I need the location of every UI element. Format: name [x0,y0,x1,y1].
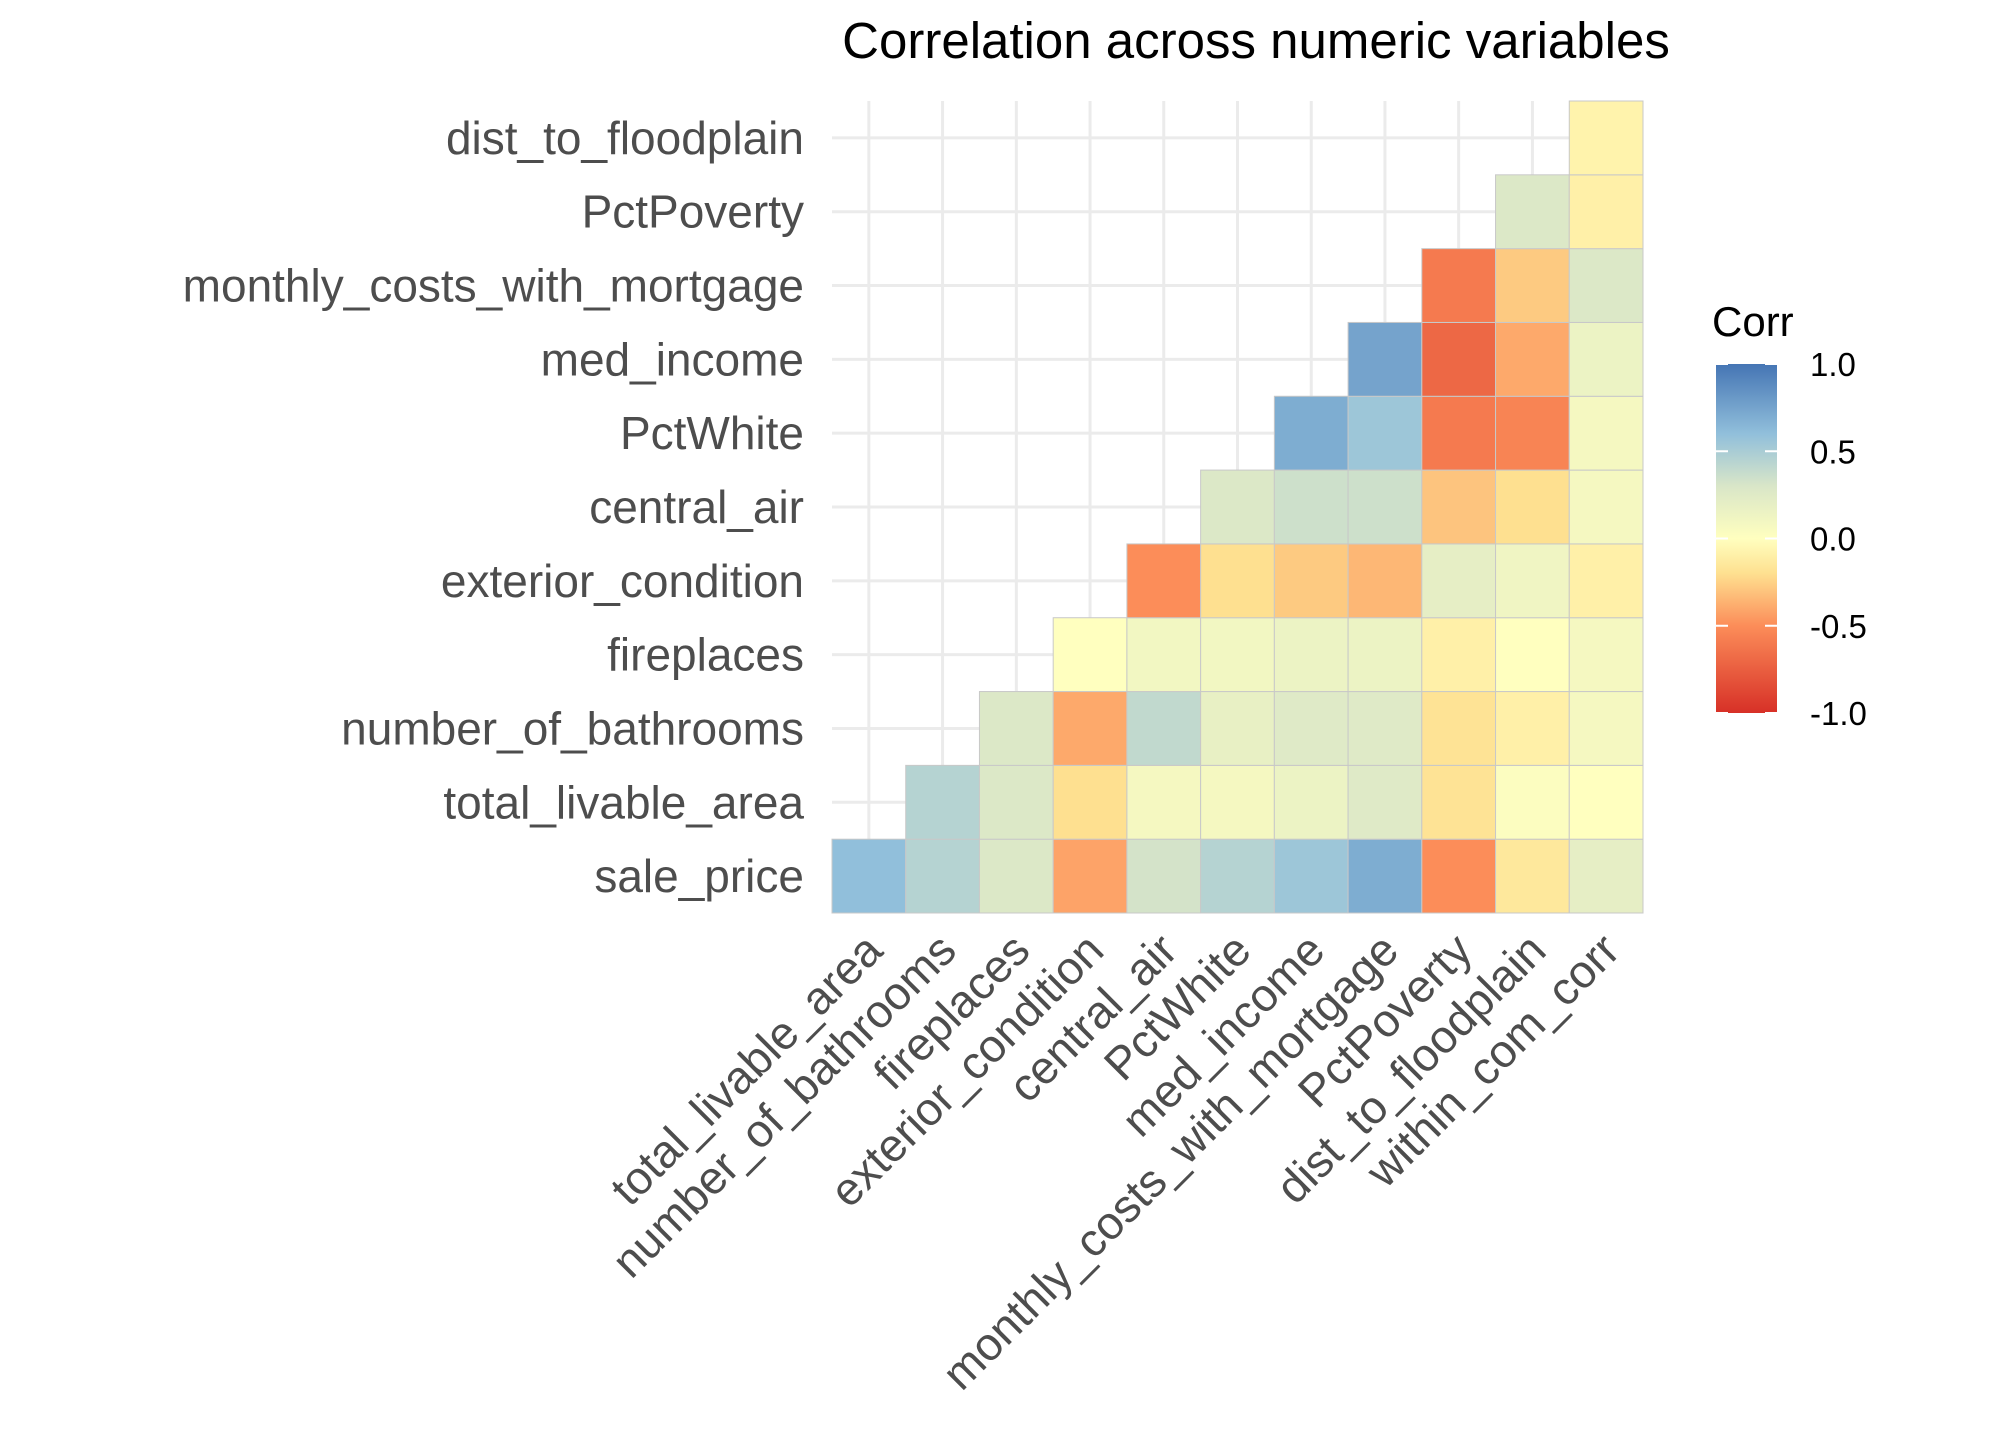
heatmap-cell [1421,691,1497,766]
heatmap-cell [1421,764,1497,840]
heatmap-cell [1347,395,1423,471]
heatmap-cell [1495,469,1570,545]
heatmap-cell [1126,691,1202,766]
heatmap-cell [1495,617,1570,693]
y-tick-label: med_income [541,333,804,385]
heatmap-cell [1421,543,1497,619]
y-tick-label: total_livable_area [443,776,804,828]
heatmap-cell [978,691,1054,766]
y-tick-label: sale_price [594,850,804,902]
y-tick-label: PctPoverty [582,186,804,238]
y-tick-label: exterior_condition [441,555,804,607]
heatmap-cell [1126,543,1202,619]
legend-title: Corr [1712,298,1794,345]
heatmap-cell [1421,838,1497,914]
heatmap-cell [1273,395,1349,471]
legend-tick-label: -1.0 [1810,695,1867,732]
heatmap-cell [1273,838,1349,914]
heatmap-cell [1421,469,1497,545]
heatmap-cell [1421,321,1497,397]
heatmap-cell [1200,543,1275,619]
heatmap-cell [1052,764,1128,840]
heatmap-cell [1495,838,1570,914]
heatmap-cell [1495,321,1570,397]
heatmap-cell [1347,838,1423,914]
heatmap-cell [1568,321,1644,397]
y-tick-label: number_of_bathrooms [341,702,804,754]
heatmap-cell [1568,174,1644,250]
heatmap-cell [1568,764,1644,840]
legend-tick-label: 0.5 [1810,433,1856,470]
legend-ticks: 1.0 0.5 0.0 -0.5 -1.0 [1716,346,1867,732]
heatmap-cell [1347,543,1423,619]
heatmap-cell [1568,469,1644,545]
legend-tick-label: 0.0 [1810,521,1856,558]
heatmap-cell [831,838,907,914]
heatmap-cell [1568,395,1644,471]
heatmap-cell [1200,691,1275,766]
heatmap-cell [1421,395,1497,471]
heatmap-cell [1568,100,1644,176]
heatmap-cell [1495,248,1570,323]
heatmap-cell [1200,469,1275,545]
heatmap-cell [905,838,980,914]
heatmap-cell [1568,838,1644,914]
heatmap-cell [1273,469,1349,545]
heatmap-cell [1126,617,1202,693]
heatmap-cell [1495,691,1570,766]
heatmap-cell [905,764,980,840]
heatmap-cells [831,100,1644,914]
heatmap-cell [1052,691,1128,766]
heatmap-cell [1568,248,1644,323]
heatmap-cell [1495,395,1570,471]
heatmap-cell [1421,248,1497,323]
heatmap-cell [1200,764,1275,840]
y-tick-label: monthly_costs_with_mortgage [183,260,804,312]
y-tick-label: central_air [589,481,804,533]
heatmap-cell [1273,543,1349,619]
heatmap-cell [1200,838,1275,914]
heatmap-cell [1052,617,1128,693]
heatmap-cell [1273,691,1349,766]
heatmap-cell [1347,691,1423,766]
y-axis-tick-labels: sale_price total_livable_area number_of_ba… [183,112,805,902]
x-axis-tick-labels: total_livable_areanumber_of_bathroomsfir… [600,923,1629,1399]
y-tick-label: PctWhite [620,407,804,459]
heatmap-cell [1347,617,1423,693]
heatmap-cell [1421,617,1497,693]
heatmap-cell [1568,543,1644,619]
chart-title: Correlation across numeric variables [842,12,1670,69]
heatmap-cell [1347,764,1423,840]
heatmap-cell [1126,764,1202,840]
heatmap-cell [1200,617,1275,693]
heatmap-cell [978,838,1054,914]
y-tick-label: dist_to_floodplain [446,112,804,164]
heatmap-cell [1568,691,1644,766]
legend: Corr 1.0 0.5 0.0 -0.5 -1.0 [1712,298,1867,732]
heatmap-cell [1568,617,1644,693]
y-tick-label: fireplaces [607,629,804,681]
heatmap-cell [1273,617,1349,693]
heatmap-cell [1052,838,1128,914]
heatmap-cell [978,764,1054,840]
heatmap-cell [1495,764,1570,840]
heatmap-cell [1126,838,1202,914]
heatmap-cell [1495,174,1570,250]
heatmap-cell [1347,321,1423,397]
legend-tick-label: -0.5 [1810,608,1867,645]
heatmap-cell [1495,543,1570,619]
legend-tick-label: 1.0 [1810,346,1856,383]
heatmap-cell [1273,764,1349,840]
heatmap-cell [1347,469,1423,545]
